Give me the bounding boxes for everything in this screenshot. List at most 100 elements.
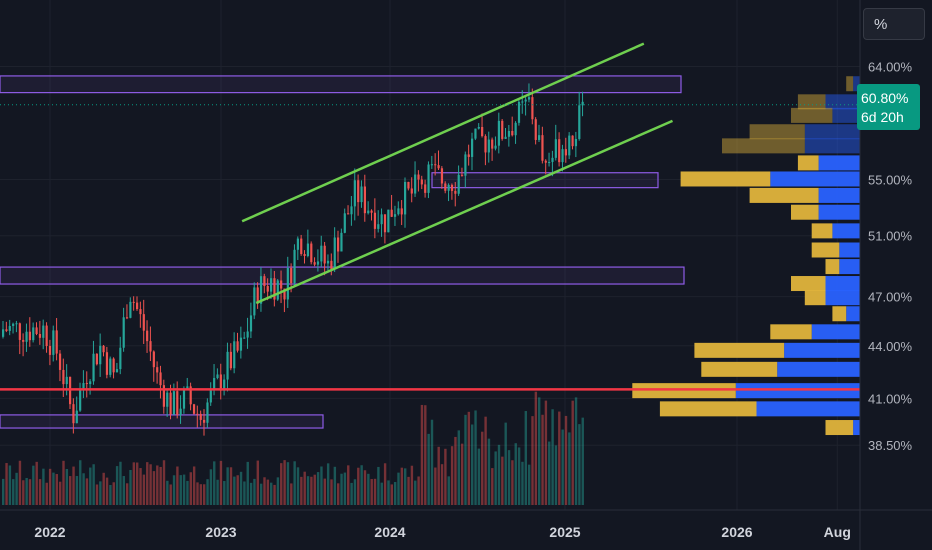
volume-bar bbox=[414, 480, 417, 505]
candle-body bbox=[541, 135, 544, 161]
volume-bar bbox=[28, 479, 32, 505]
candle-body bbox=[142, 314, 145, 331]
volume-bar bbox=[534, 391, 538, 505]
time-tick-label: 2026 bbox=[721, 524, 752, 540]
volume-bar bbox=[8, 465, 12, 505]
candle-body bbox=[229, 351, 232, 369]
volume-bar bbox=[380, 482, 383, 505]
candle-body bbox=[259, 276, 263, 304]
volume-bar bbox=[444, 448, 447, 505]
volume-bar bbox=[417, 476, 420, 505]
candle-body bbox=[216, 374, 219, 379]
candle-body bbox=[156, 367, 159, 373]
candle-body bbox=[343, 213, 346, 233]
candle-body bbox=[414, 174, 417, 194]
candle-body bbox=[310, 243, 313, 263]
candle-body bbox=[548, 161, 551, 163]
percent-scale-button[interactable]: % bbox=[863, 8, 925, 40]
volume-bar bbox=[430, 419, 434, 505]
volume-bar bbox=[393, 482, 397, 505]
volume-bar bbox=[25, 477, 28, 505]
volume-bar bbox=[112, 482, 115, 505]
profile-bar-sell bbox=[777, 361, 860, 377]
profile-bar-buy bbox=[797, 94, 826, 110]
volume-bar bbox=[484, 416, 487, 505]
volume-bar bbox=[69, 476, 72, 505]
volume-bar bbox=[286, 462, 290, 505]
volume-bar bbox=[511, 460, 514, 505]
volume-bar bbox=[35, 461, 38, 505]
volume-bar bbox=[497, 444, 501, 505]
volume-bar bbox=[136, 462, 139, 505]
volume-bar bbox=[454, 436, 457, 505]
zone-box bbox=[0, 75, 682, 94]
candle-body bbox=[256, 287, 259, 304]
profile-bar-buy bbox=[797, 155, 819, 171]
candle-body bbox=[357, 180, 360, 203]
candle-body bbox=[300, 238, 303, 254]
price-axis[interactable]: 64.00% 55.00% 51.00% 47.00% 44.00% 41.00% 38.5… bbox=[859, 0, 913, 550]
volume-bar bbox=[122, 476, 125, 505]
profile-bar-buy bbox=[791, 276, 826, 292]
candle-body bbox=[169, 392, 172, 415]
candle-body bbox=[497, 120, 500, 146]
volume-bar bbox=[266, 479, 270, 505]
candle-body bbox=[166, 392, 169, 407]
candle-body bbox=[176, 391, 179, 415]
candle-body bbox=[293, 249, 296, 284]
candle-body bbox=[162, 385, 165, 407]
candle-body bbox=[564, 149, 567, 156]
volume-bar bbox=[474, 410, 477, 505]
volume-bar bbox=[233, 476, 236, 505]
candle-body bbox=[531, 97, 534, 120]
price-tick-label: 41.00% bbox=[868, 391, 913, 406]
volume-bar bbox=[102, 472, 105, 505]
volume-bar bbox=[196, 482, 199, 505]
candle-body bbox=[454, 190, 457, 194]
volume-bar bbox=[179, 475, 182, 505]
volume-bar bbox=[558, 411, 561, 505]
candle-body bbox=[246, 331, 249, 338]
volume-bar bbox=[156, 465, 159, 505]
profile-bar-buy bbox=[722, 138, 805, 154]
price-tick-label: 55.00% bbox=[868, 172, 913, 187]
candle-body bbox=[424, 184, 427, 193]
volume-bar bbox=[249, 482, 253, 505]
profile-bar-sell bbox=[853, 420, 860, 436]
volume-bar bbox=[129, 469, 132, 505]
candle-body bbox=[249, 315, 253, 332]
candle-body bbox=[467, 154, 470, 157]
candle-body bbox=[115, 369, 119, 373]
candle-body bbox=[568, 135, 571, 156]
volume-bar bbox=[316, 472, 320, 505]
volume-bar bbox=[337, 483, 340, 505]
volume-bar bbox=[223, 481, 226, 505]
time-axis[interactable]: 2022 2023 2024 2025 2026 Aug bbox=[0, 509, 932, 540]
volume-bar bbox=[300, 476, 303, 505]
candle-body bbox=[122, 317, 125, 348]
trend-lines bbox=[0, 42, 860, 391]
volume-bar bbox=[306, 476, 310, 505]
profile-bar-sell bbox=[804, 138, 860, 154]
last-price-badge: 60.80% 6d 20h bbox=[857, 84, 920, 130]
candle-body bbox=[105, 352, 109, 375]
profile-bar-buy bbox=[832, 306, 847, 322]
candle-body bbox=[15, 323, 18, 325]
candle-body bbox=[347, 213, 350, 215]
volume-bar bbox=[514, 443, 517, 505]
volume-bar bbox=[32, 465, 35, 505]
candle-body bbox=[387, 209, 390, 233]
candle-body bbox=[25, 331, 28, 342]
volume-bar bbox=[263, 477, 266, 505]
volume-bar bbox=[239, 471, 243, 505]
candle-body bbox=[283, 288, 286, 300]
candle-body bbox=[517, 101, 521, 123]
volume-bar bbox=[538, 397, 541, 505]
candlestick-series bbox=[2, 83, 584, 436]
volume-bar bbox=[521, 461, 524, 505]
candle-body bbox=[28, 331, 31, 341]
volume-bar bbox=[326, 463, 330, 505]
candle-body bbox=[276, 280, 279, 300]
time-tick-label: 2023 bbox=[205, 524, 236, 540]
